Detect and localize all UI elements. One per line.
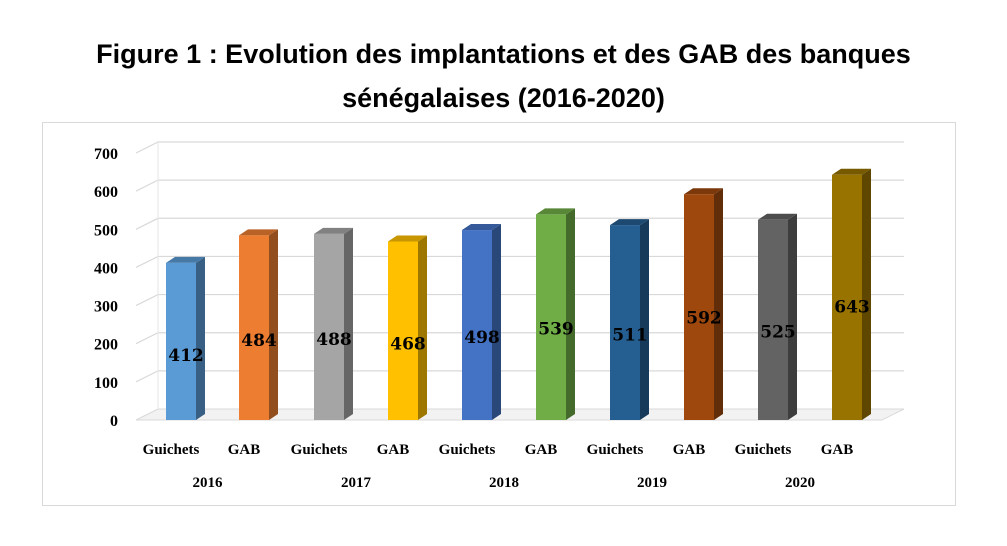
bar-side — [492, 224, 501, 420]
bar-2017-gab — [388, 235, 427, 420]
bar-front — [462, 230, 492, 420]
chart-title-line-1: Figure 1 : Evolution des implantations e… — [96, 39, 911, 69]
bar-2019-gab — [684, 188, 723, 420]
bar-top — [684, 188, 723, 195]
bar-2018-gab — [536, 208, 575, 420]
bar-top — [462, 224, 501, 231]
bar-side — [788, 213, 797, 420]
x-group-label: 2019 — [637, 475, 667, 491]
data-label: 498 — [464, 328, 500, 348]
bar-front — [166, 262, 196, 420]
y-tick-label: 600 — [94, 184, 118, 201]
bar-top — [388, 235, 427, 242]
bar-2016-gab — [239, 229, 278, 420]
x-group-label: 2016 — [193, 475, 224, 491]
x-group-label: 2017 — [341, 475, 372, 491]
gridline — [135, 141, 904, 154]
data-label: 511 — [612, 325, 648, 345]
chart-title: Figure 1 : Evolution des implantations e… — [0, 32, 1007, 120]
bar-top — [166, 256, 205, 263]
x-category-label: Guichets — [587, 442, 644, 458]
x-category-label: GAB — [228, 442, 261, 458]
bar-side — [566, 208, 575, 420]
y-tick-label: 400 — [94, 260, 118, 277]
bar-2017-guichets — [314, 227, 353, 420]
bar-front — [388, 241, 418, 420]
bar-top — [314, 227, 353, 234]
bar-top — [239, 229, 278, 236]
bar-top — [758, 213, 797, 220]
chart-title-line-2: sénégalaises (2016-2020) — [342, 83, 665, 113]
data-label: 488 — [316, 330, 352, 350]
x-group-label: 2020 — [785, 475, 815, 491]
bar-side — [714, 188, 723, 420]
bar-top — [536, 208, 575, 215]
x-category-label: GAB — [673, 442, 706, 458]
bar-top — [610, 219, 649, 226]
x-category-label: GAB — [377, 442, 410, 458]
bar-front — [684, 194, 714, 420]
bar-front — [610, 225, 640, 420]
data-label: 468 — [390, 334, 426, 354]
bar-2016-guichets — [166, 256, 205, 420]
x-category-label: Guichets — [735, 442, 792, 458]
x-category-label: GAB — [821, 442, 854, 458]
x-category-label: GAB — [525, 442, 558, 458]
bar-front — [758, 219, 788, 420]
bar-2020-guichets — [758, 213, 797, 420]
data-label: 412 — [168, 346, 204, 366]
x-group-label: 2018 — [489, 475, 519, 491]
y-tick-label: 500 — [94, 222, 118, 239]
gridline — [135, 179, 904, 192]
data-label: 643 — [834, 298, 870, 318]
bar-2018-guichets — [462, 224, 501, 420]
bar-side — [196, 256, 205, 420]
y-tick-label: 200 — [94, 337, 118, 354]
bar-side — [269, 229, 278, 420]
bar-2019-guichets — [610, 219, 649, 420]
bar-front — [314, 233, 344, 420]
bar-front — [536, 214, 566, 420]
data-label: 539 — [538, 319, 574, 339]
bar-side — [418, 235, 427, 420]
y-tick-label: 100 — [94, 375, 118, 392]
x-category-label: Guichets — [143, 442, 200, 458]
bar-top — [832, 168, 871, 175]
bar-side — [862, 168, 871, 420]
x-category-label: Guichets — [291, 442, 348, 458]
y-tick-label: 700 — [94, 146, 118, 163]
bar-front — [239, 235, 269, 420]
bar-side — [640, 219, 649, 420]
data-label: 525 — [760, 322, 796, 342]
x-category-label: Guichets — [439, 442, 496, 458]
data-label: 484 — [241, 331, 277, 351]
y-tick-label: 300 — [94, 299, 118, 316]
bar-front — [832, 174, 862, 420]
bar-2020-gab — [832, 168, 871, 420]
bar-side — [344, 227, 353, 420]
data-label: 592 — [686, 308, 722, 328]
y-tick-label: 0 — [110, 413, 118, 430]
